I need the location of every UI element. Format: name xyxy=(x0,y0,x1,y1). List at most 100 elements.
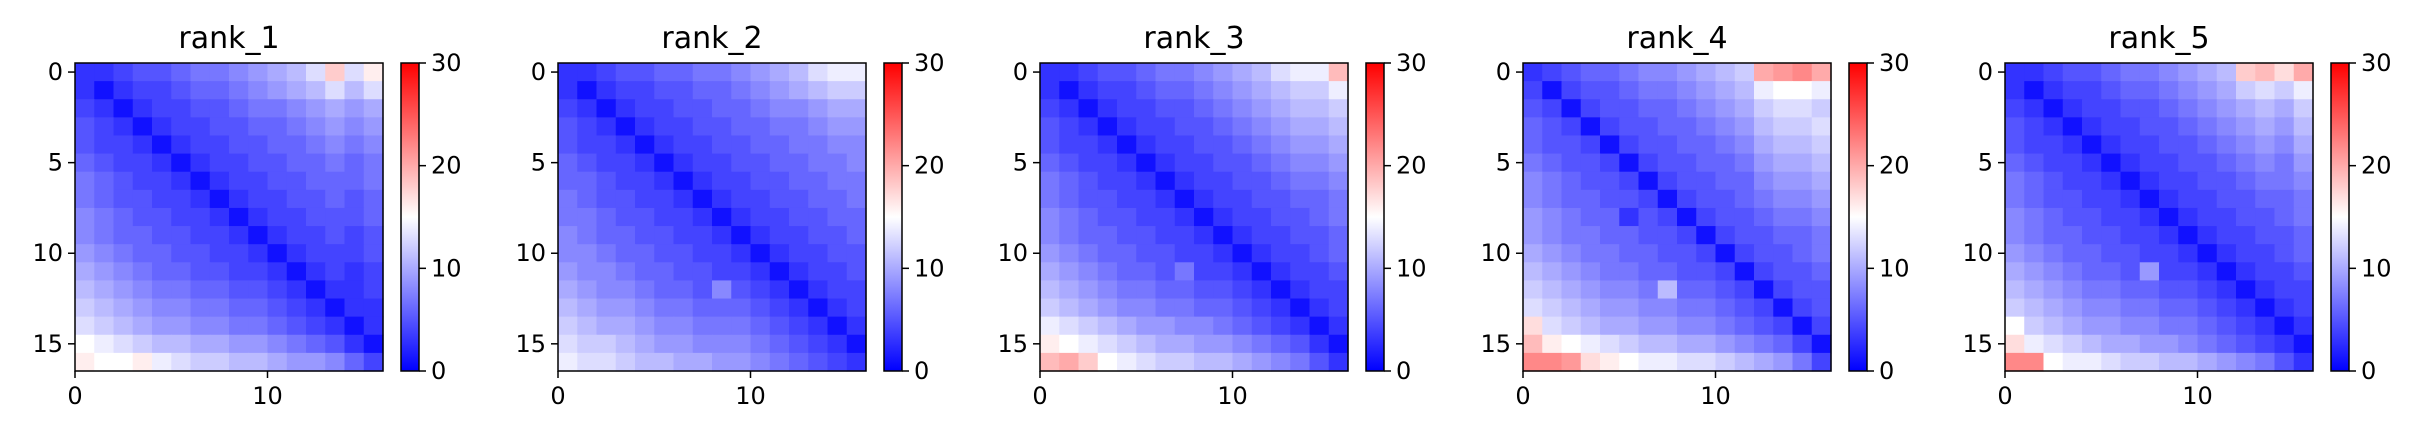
heatmap-cell xyxy=(2178,298,2199,318)
heatmap-cell xyxy=(1059,262,1080,282)
heatmap-cell xyxy=(846,352,867,372)
heatmap-cell xyxy=(2236,207,2256,227)
heatmap-cell xyxy=(750,226,771,245)
heatmap-cell xyxy=(1638,262,1659,282)
heatmap-cell xyxy=(596,280,617,300)
heatmap-cell xyxy=(1309,81,1330,100)
heatmap-cell xyxy=(190,280,211,300)
heatmap-cell xyxy=(1097,262,1118,282)
heatmap-cell xyxy=(1194,153,1214,173)
heatmap-cell xyxy=(229,352,249,372)
heatmap-cell xyxy=(1174,298,1195,318)
heatmap-cell xyxy=(1523,171,1543,191)
heatmap-cell xyxy=(750,153,771,173)
heatmap-cell xyxy=(846,117,867,137)
heatmap-cell xyxy=(1136,298,1157,318)
heatmap-cell xyxy=(152,135,172,155)
heatmap-cell xyxy=(113,207,134,227)
heatmap-cell xyxy=(1792,117,1813,137)
heatmap-cell xyxy=(1194,207,1214,227)
heatmap-cell xyxy=(1773,189,1794,209)
heatmap-cell xyxy=(113,316,134,336)
heatmap-cell xyxy=(2024,117,2045,137)
heatmap-cell xyxy=(1136,99,1157,118)
heatmap-cell xyxy=(1136,316,1157,336)
heatmap-cell xyxy=(1328,334,1349,354)
heatmap-cell xyxy=(1136,189,1157,209)
heatmap-cell xyxy=(1561,207,1582,227)
heatmap-cell xyxy=(1677,352,1697,372)
heatmap-cell xyxy=(1715,99,1736,118)
heatmap-cell xyxy=(1600,226,1620,245)
colorbar-frame xyxy=(400,62,420,372)
heatmap-cell xyxy=(2178,352,2199,372)
heatmap-cell xyxy=(75,226,95,245)
heatmap-cell xyxy=(75,153,95,173)
heatmap-cell xyxy=(1715,63,1736,82)
heatmap-cell xyxy=(1232,153,1253,173)
heatmap-cell xyxy=(1078,262,1099,282)
heatmap-cell xyxy=(615,135,636,155)
heatmap-cell xyxy=(344,189,365,209)
heatmap-cell xyxy=(1561,171,1582,191)
heatmap-cell xyxy=(1754,81,1774,100)
heatmap-cell xyxy=(325,244,346,263)
heatmap-cell xyxy=(2005,298,2025,318)
heatmap-cell xyxy=(190,244,211,263)
heatmap-cell xyxy=(1194,280,1214,300)
heatmap-cell xyxy=(2159,189,2179,209)
heatmap-cell xyxy=(209,135,230,155)
y-tick-label: 5 xyxy=(48,149,63,177)
heatmap-cell xyxy=(344,262,365,282)
heatmap-cell xyxy=(2082,189,2102,209)
heatmap-cell xyxy=(827,280,848,300)
heatmap-cell xyxy=(2082,81,2102,100)
heatmap-cell xyxy=(2159,316,2179,336)
heatmap-cell xyxy=(596,189,617,209)
heatmap-cell xyxy=(789,334,809,354)
heatmap-cell xyxy=(1792,135,1813,155)
heatmap-cell xyxy=(1213,153,1234,173)
heatmap-cell xyxy=(171,226,192,245)
heatmap-cell xyxy=(1619,99,1640,118)
heatmap-cell xyxy=(731,352,752,372)
heatmap-cell xyxy=(229,226,249,245)
heatmap-cell xyxy=(363,99,384,118)
heatmap-cell xyxy=(2293,81,2314,100)
heatmap-cell xyxy=(577,135,598,155)
heatmap-cell xyxy=(286,226,307,245)
heatmap-cell xyxy=(1542,63,1563,82)
heatmap-cell xyxy=(2120,207,2141,227)
heatmap-cell xyxy=(1155,99,1176,118)
heatmap-cell xyxy=(1155,189,1176,209)
heatmap-cell xyxy=(363,135,384,155)
x-tick-label: 10 xyxy=(2182,382,2213,410)
heatmap-cell xyxy=(1194,352,1214,372)
heatmap-cell xyxy=(1309,207,1330,227)
heatmap-cell xyxy=(1232,63,1253,82)
heatmap-cell xyxy=(2043,189,2064,209)
heatmap-cell xyxy=(2043,298,2064,318)
heatmap-cell xyxy=(1580,207,1601,227)
heatmap-cell xyxy=(635,189,655,209)
heatmap-cell xyxy=(1792,99,1813,118)
heatmap-cell xyxy=(2178,63,2199,82)
heatmap-cell xyxy=(2139,298,2160,318)
heatmap-cell xyxy=(2216,207,2237,227)
heatmap-cell xyxy=(1309,117,1330,137)
heatmap-cell xyxy=(1213,63,1234,82)
heatmap-cell xyxy=(1754,135,1774,155)
heatmap-cell xyxy=(1677,135,1697,155)
heatmap-cell xyxy=(1328,171,1349,191)
heatmap-cell xyxy=(363,189,384,209)
heatmap-cell xyxy=(2005,99,2025,118)
heatmap-cell xyxy=(827,334,848,354)
heatmap-cell xyxy=(344,244,365,263)
heatmap-cell xyxy=(2178,189,2199,209)
heatmap-cell xyxy=(248,99,269,118)
heatmap-cell xyxy=(2159,244,2179,263)
heatmap-cell xyxy=(1174,117,1195,137)
heatmap-cell xyxy=(1309,334,1330,354)
heatmap-cell xyxy=(306,298,326,318)
heatmap-cell xyxy=(1251,352,1272,372)
